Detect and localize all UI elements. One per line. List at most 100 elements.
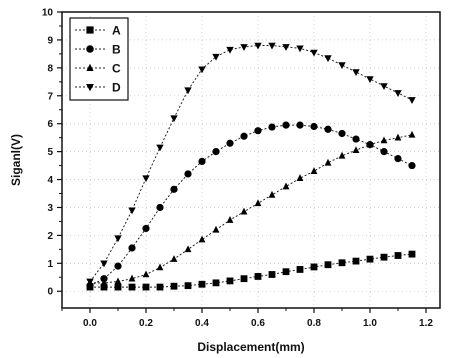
legend-label-c: C xyxy=(112,62,121,76)
series-a-point xyxy=(380,253,388,261)
series-d-point xyxy=(114,235,122,243)
circle-marker xyxy=(86,45,94,53)
series-d-point xyxy=(268,42,276,50)
series-d-point xyxy=(338,62,346,70)
series-b-point xyxy=(184,170,192,178)
series-c-point xyxy=(170,255,178,262)
legend-item-a: A xyxy=(75,24,121,38)
series-a-point xyxy=(142,283,150,291)
series-b-point xyxy=(240,132,248,140)
series-d-point xyxy=(198,66,206,74)
series-a-point xyxy=(198,280,206,288)
legend-box xyxy=(69,17,129,101)
x-tick-label: 1.0 xyxy=(363,318,377,329)
series-a-point xyxy=(170,282,178,290)
y-tick-label: 9 xyxy=(47,35,53,46)
series-c-line xyxy=(90,134,413,284)
series-c-point xyxy=(142,270,150,278)
series-d-point xyxy=(366,76,374,84)
y-tick-label: 1 xyxy=(47,259,53,270)
series-c xyxy=(86,130,416,286)
series-a-point xyxy=(338,259,346,267)
series-d-point xyxy=(156,144,164,152)
series-c-point xyxy=(296,174,304,181)
x-tick-label: 0.4 xyxy=(195,318,209,329)
y-tick-label: 10 xyxy=(42,8,54,19)
series-b-point xyxy=(324,125,332,133)
series-d-point xyxy=(240,44,248,51)
series-d-point xyxy=(100,260,108,268)
series-a-point xyxy=(100,283,108,291)
series-a-point xyxy=(212,279,220,287)
series-a-point xyxy=(310,263,318,271)
series-a-point xyxy=(324,261,332,269)
series-c-point xyxy=(240,207,248,215)
series-a-point xyxy=(296,266,304,273)
series-c-point xyxy=(268,190,276,198)
series-c-point xyxy=(366,140,374,148)
series-b-point xyxy=(128,244,136,252)
y-tick-label: 5 xyxy=(47,147,53,158)
y-tick-label: 7 xyxy=(47,91,53,102)
series-c-point xyxy=(184,245,192,253)
square-marker xyxy=(86,26,94,34)
series-c-point xyxy=(226,216,234,223)
x-tick-label: 0.2 xyxy=(139,318,153,329)
triangle-down-marker xyxy=(86,84,94,92)
series-d-point xyxy=(352,69,360,77)
series-b-point xyxy=(408,161,416,170)
y-tick-label: 6 xyxy=(47,119,53,130)
plot-area-frame xyxy=(61,11,441,309)
series-b-point xyxy=(310,122,318,131)
series-a-point xyxy=(268,271,276,278)
series-d-point xyxy=(170,115,178,123)
legend-item-d: D xyxy=(75,81,121,95)
series-c-point xyxy=(156,263,164,271)
legend-item-c: C xyxy=(75,62,121,76)
series-c-point xyxy=(212,225,220,233)
series-c-point xyxy=(352,146,360,154)
series-b-point xyxy=(100,275,108,283)
series-a-line xyxy=(90,253,413,288)
series-b-point xyxy=(212,148,220,156)
y-tick-label: 2 xyxy=(47,231,53,242)
series-a-point xyxy=(156,283,164,291)
series-c-point xyxy=(380,136,388,144)
series-b-point xyxy=(296,121,304,129)
series-b-point xyxy=(170,185,178,193)
series-c-point xyxy=(408,130,416,138)
legend-label-a: A xyxy=(112,24,121,38)
series-c-point xyxy=(310,167,318,174)
series-d-point xyxy=(380,83,388,90)
series-a-point xyxy=(282,268,290,276)
legend-label-b: B xyxy=(112,43,121,57)
series-a-point xyxy=(128,283,136,291)
triangle-up-marker xyxy=(86,63,94,71)
series-d-point xyxy=(212,53,220,61)
series-c-point xyxy=(338,151,346,159)
series-a-point xyxy=(240,275,248,283)
series-d-point xyxy=(394,90,402,97)
series-b-point xyxy=(394,155,402,163)
x-axis-title: Displacement(mm) xyxy=(197,340,304,354)
series-d-point xyxy=(310,49,318,57)
series-c-point xyxy=(198,235,206,243)
series-d-line xyxy=(89,45,413,282)
series-c-point xyxy=(254,199,262,207)
y-axis-title: Siganl(V) xyxy=(9,134,23,186)
series-d-point xyxy=(324,55,332,63)
series-a-point xyxy=(226,277,234,285)
series-a xyxy=(86,250,416,291)
series-d-point xyxy=(282,44,290,51)
series-c-point xyxy=(282,182,290,190)
series-b-point xyxy=(282,121,290,129)
series-c-point xyxy=(394,133,402,141)
series-d-point xyxy=(296,45,304,53)
y-tick-label: 4 xyxy=(47,175,53,186)
series-d-point xyxy=(408,97,416,104)
series-b-point xyxy=(114,262,122,270)
y-tick-label: 0 xyxy=(47,287,53,298)
x-tick-label: 1.2 xyxy=(419,318,433,329)
series-d-point xyxy=(226,46,234,54)
